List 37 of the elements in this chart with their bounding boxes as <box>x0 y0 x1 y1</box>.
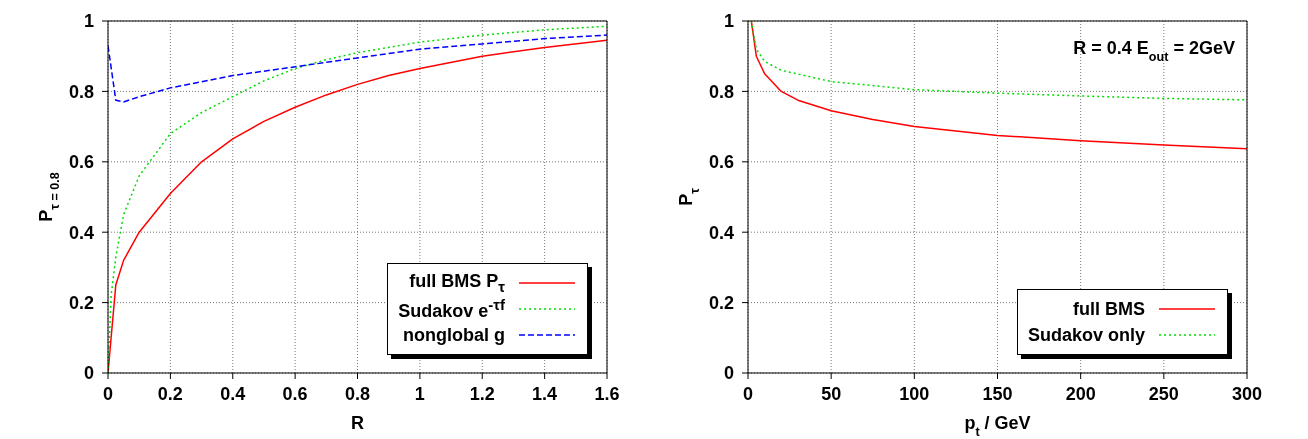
x-tick-label: 0.6 <box>282 383 308 404</box>
y-tick-label: 0 <box>83 363 94 384</box>
legend-label: Sudakov e$^{-τf}$ <box>398 296 505 322</box>
x-tick-label: 300 <box>1231 383 1263 404</box>
x-axis-title: R <box>351 413 364 433</box>
y-tick-label: 1 <box>723 11 734 32</box>
x-tick-label: 1.4 <box>532 383 558 404</box>
x-tick-label: 200 <box>1065 383 1096 404</box>
annotation: R = 0.4 E$_{out}$ = 2GeV <box>1073 38 1235 64</box>
x-tick-label: 0.4 <box>220 383 246 404</box>
y-tick-label: 0.8 <box>708 81 734 102</box>
y-tick-label: 0.8 <box>68 81 94 102</box>
legend-label: Sudakov only <box>1027 324 1145 346</box>
y-tick-label: 0.2 <box>68 292 94 313</box>
x-tick-label: 50 <box>821 383 842 404</box>
x-tick-label: 250 <box>1148 383 1179 404</box>
legend-label: nonglobal g <box>403 324 505 346</box>
x-tick-label: 100 <box>899 383 930 404</box>
x-tick-label: 0 <box>742 383 754 404</box>
y-tick-label: 0.6 <box>68 152 94 173</box>
y-tick-label: 1 <box>83 11 94 32</box>
x-axis-title: p$_{t}$ / GeV <box>964 413 1031 439</box>
x-tick-label: 0.8 <box>344 383 371 404</box>
x-tick-label: 1.2 <box>469 383 495 404</box>
y-tick-label: 0.4 <box>708 222 734 243</box>
y-tick-label: 0.2 <box>708 292 734 313</box>
y-tick-label: 0.6 <box>708 152 734 173</box>
legend-label: full BMS <box>1073 298 1145 320</box>
x-tick-label: 1.6 <box>594 383 620 404</box>
x-tick-label: 1 <box>414 383 425 404</box>
x-tick-label: 0.2 <box>157 383 183 404</box>
x-tick-label: 0 <box>102 383 114 404</box>
line-series <box>108 34 607 103</box>
legend-label: full BMS P$_{τ}$ <box>409 271 505 295</box>
x-tick-label: 150 <box>982 383 1013 404</box>
y-tick-label: 0 <box>723 363 734 384</box>
y-tick-label: 0.4 <box>68 222 94 243</box>
